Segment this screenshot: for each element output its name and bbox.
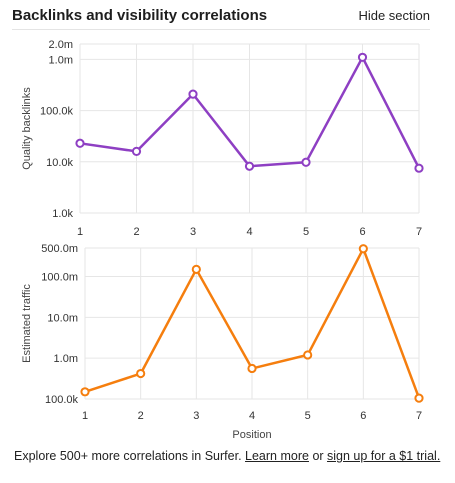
traffic-data-point[interactable] <box>191 264 201 274</box>
traffic-data-point[interactable] <box>80 387 90 397</box>
learn-more-link[interactable]: Learn more <box>245 449 309 463</box>
footer-note: Explore 500+ more correlations in Surfer… <box>14 449 440 463</box>
backlinks-x-tick-label: 2 <box>133 226 139 238</box>
backlinks-x-tick-label: 6 <box>359 226 365 238</box>
traffic-x-tick-label: 5 <box>305 410 311 422</box>
signup-trial-link[interactable]: sign up for a $1 trial. <box>327 449 441 463</box>
traffic-y-tick-label: 100.0k <box>45 394 79 406</box>
traffic-x-tick-label: 7 <box>416 410 422 422</box>
backlinks-y-axis-label: Quality backlinks <box>21 87 33 170</box>
traffic-x-tick-label: 4 <box>249 410 255 422</box>
traffic-y-tick-label: 1.0m <box>54 353 78 365</box>
backlinks-data-point[interactable] <box>244 161 255 171</box>
backlinks-y-tick-label: 100.0k <box>40 106 74 118</box>
traffic-y-tick-label: 500.0m <box>41 243 78 255</box>
backlinks-x-tick-label: 1 <box>77 226 83 238</box>
backlinks-y-tick-label: 2.0m <box>49 39 73 51</box>
backlinks-x-tick-label: 7 <box>416 226 422 238</box>
hide-section-button[interactable]: Hide section <box>358 8 430 23</box>
traffic-x-tick-label: 1 <box>82 410 88 422</box>
traffic-x-tick-label: 6 <box>360 410 366 422</box>
traffic-x-axis-label: Position <box>232 429 271 441</box>
backlinks-data-point[interactable] <box>188 89 198 99</box>
traffic-y-tick-label: 10.0m <box>47 312 78 324</box>
section-header: Backlinks and visibility correlations Hi… <box>12 7 430 27</box>
backlinks-data-point[interactable] <box>301 157 311 167</box>
traffic-y-tick-label: 100.0m <box>41 272 78 284</box>
backlinks-data-point[interactable] <box>357 52 368 62</box>
footer-text: Explore 500+ more correlations in Surfer… <box>14 449 246 463</box>
backlinks-y-tick-label: 10.0k <box>46 157 73 169</box>
traffic-y-axis-label: Estimated traffic <box>21 284 33 363</box>
traffic-data-point[interactable] <box>358 244 368 254</box>
traffic-x-tick-label: 2 <box>138 410 144 422</box>
traffic-data-point[interactable] <box>136 368 146 379</box>
backlinks-data-point[interactable] <box>75 138 85 148</box>
backlinks-x-tick-label: 3 <box>190 226 196 238</box>
backlinks-x-tick-label: 4 <box>246 226 252 238</box>
backlinks-x-tick-label: 5 <box>303 226 309 238</box>
traffic-x-tick-label: 3 <box>193 410 199 422</box>
section-title: Backlinks and visibility correlations <box>12 7 268 24</box>
backlinks-y-tick-label: 1.0m <box>49 54 73 66</box>
traffic-data-point[interactable] <box>247 363 257 374</box>
header-divider <box>12 29 430 30</box>
backlinks-data-point[interactable] <box>414 163 424 173</box>
backlinks-y-tick-label: 1.0k <box>52 208 73 220</box>
traffic-data-point[interactable] <box>414 393 424 403</box>
backlinks-data-point[interactable] <box>131 146 142 156</box>
footer-or-text: or <box>308 449 328 463</box>
traffic-data-point[interactable] <box>303 350 313 360</box>
